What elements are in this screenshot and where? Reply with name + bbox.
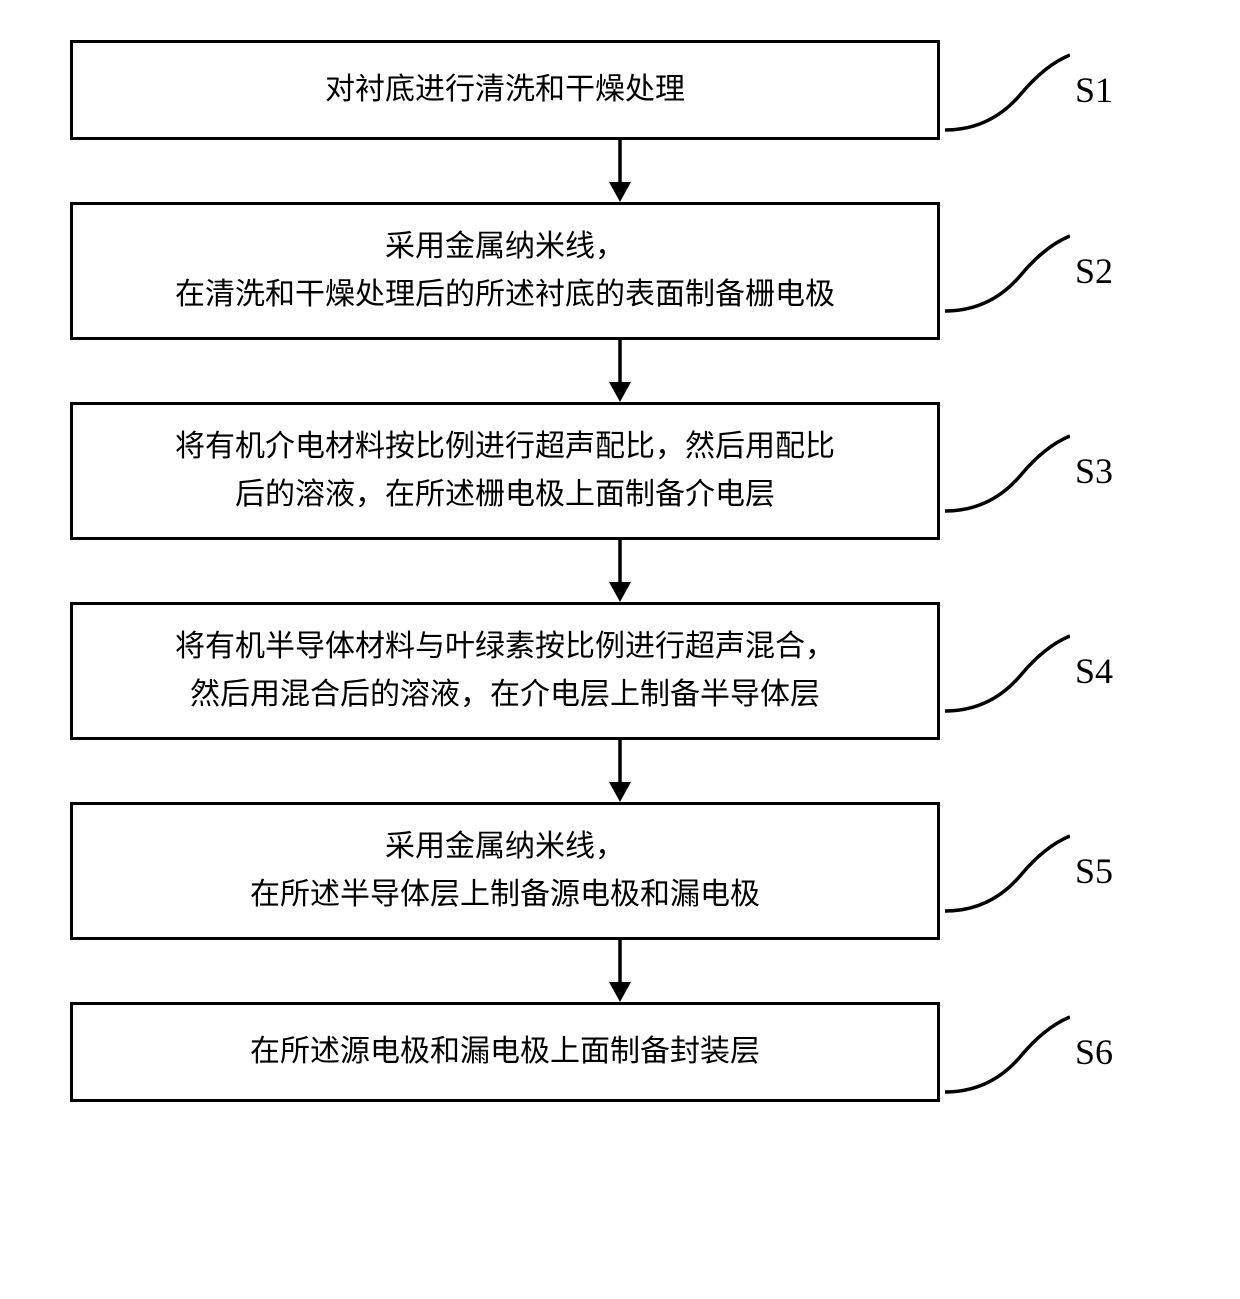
step-box-1: 对衬底进行清洗和干燥处理: [70, 40, 940, 140]
label-container-5: S5: [940, 826, 1113, 916]
label-container-3: S3: [940, 426, 1113, 516]
flowchart-container: 对衬底进行清洗和干燥处理 S1 采用金属纳米线， 在清洗和干燥处理后的所述衬底的…: [70, 40, 1170, 1102]
label-container-2: S2: [940, 226, 1113, 316]
label-container-6: S6: [940, 1007, 1113, 1097]
arrow-down-icon: [605, 140, 635, 202]
step-box-4: 将有机半导体材料与叶绿素按比例进行超声混合， 然后用混合后的溶液，在介电层上制备…: [70, 602, 940, 740]
step-label-1: S1: [1075, 69, 1113, 111]
arrow-down-icon: [605, 940, 635, 1002]
curve-icon: [940, 826, 1070, 916]
step-box-5: 采用金属纳米线， 在所述半导体层上制备源电极和漏电极: [70, 802, 940, 940]
step-text: 将有机半导体材料与叶绿素按比例进行超声混合，: [175, 623, 835, 671]
step-label-2: S2: [1075, 250, 1113, 292]
step-label-6: S6: [1075, 1031, 1113, 1073]
step-row-1: 对衬底进行清洗和干燥处理 S1: [70, 40, 1170, 140]
curve-icon: [940, 45, 1070, 135]
step-text: 在所述半导体层上制备源电极和漏电极: [250, 871, 760, 919]
arrow-down-icon: [605, 740, 635, 802]
label-container-1: S1: [940, 45, 1113, 135]
step-label-5: S5: [1075, 850, 1113, 892]
step-box-3: 将有机介电材料按比例进行超声配比，然后用配比 后的溶液，在所述栅电极上面制备介电…: [70, 402, 940, 540]
step-text: 采用金属纳米线，: [385, 223, 625, 271]
arrow-5: [185, 940, 1055, 1002]
curve-icon: [940, 626, 1070, 716]
arrow-down-icon: [605, 340, 635, 402]
step-text: 在清洗和干燥处理后的所述衬底的表面制备栅电极: [175, 271, 835, 319]
step-row-6: 在所述源电极和漏电极上面制备封装层 S6: [70, 1002, 1170, 1102]
curve-icon: [940, 1007, 1070, 1097]
step-text: 然后用混合后的溶液，在介电层上制备半导体层: [190, 671, 820, 719]
step-label-3: S3: [1075, 450, 1113, 492]
step-text: 在所述源电极和漏电极上面制备封装层: [250, 1028, 760, 1076]
arrow-3: [185, 540, 1055, 602]
step-row-4: 将有机半导体材料与叶绿素按比例进行超声混合， 然后用混合后的溶液，在介电层上制备…: [70, 602, 1170, 740]
curve-icon: [940, 226, 1070, 316]
step-text: 采用金属纳米线，: [385, 823, 625, 871]
arrow-1: [185, 140, 1055, 202]
arrow-2: [185, 340, 1055, 402]
arrow-down-icon: [605, 540, 635, 602]
arrow-4: [185, 740, 1055, 802]
step-label-4: S4: [1075, 650, 1113, 692]
label-container-4: S4: [940, 626, 1113, 716]
step-text: 后的溶液，在所述栅电极上面制备介电层: [235, 471, 775, 519]
step-text: 将有机介电材料按比例进行超声配比，然后用配比: [175, 423, 835, 471]
step-row-2: 采用金属纳米线， 在清洗和干燥处理后的所述衬底的表面制备栅电极 S2: [70, 202, 1170, 340]
step-row-3: 将有机介电材料按比例进行超声配比，然后用配比 后的溶液，在所述栅电极上面制备介电…: [70, 402, 1170, 540]
step-row-5: 采用金属纳米线， 在所述半导体层上制备源电极和漏电极 S5: [70, 802, 1170, 940]
step-text: 对衬底进行清洗和干燥处理: [325, 66, 685, 114]
step-box-6: 在所述源电极和漏电极上面制备封装层: [70, 1002, 940, 1102]
step-box-2: 采用金属纳米线， 在清洗和干燥处理后的所述衬底的表面制备栅电极: [70, 202, 940, 340]
curve-icon: [940, 426, 1070, 516]
